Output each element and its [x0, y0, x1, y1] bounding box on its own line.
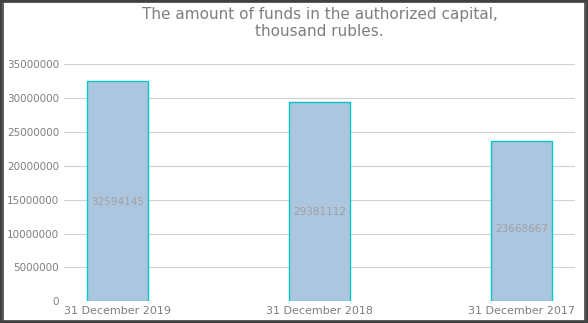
Bar: [87, 81, 148, 301]
Text: 23668667: 23668667: [495, 224, 548, 234]
Text: 29381112: 29381112: [293, 207, 346, 217]
Bar: [492, 141, 552, 301]
Title: The amount of funds in the authorized capital,
thousand rubles.: The amount of funds in the authorized ca…: [142, 7, 497, 39]
Bar: [289, 102, 350, 301]
Text: 32594145: 32594145: [91, 197, 144, 207]
